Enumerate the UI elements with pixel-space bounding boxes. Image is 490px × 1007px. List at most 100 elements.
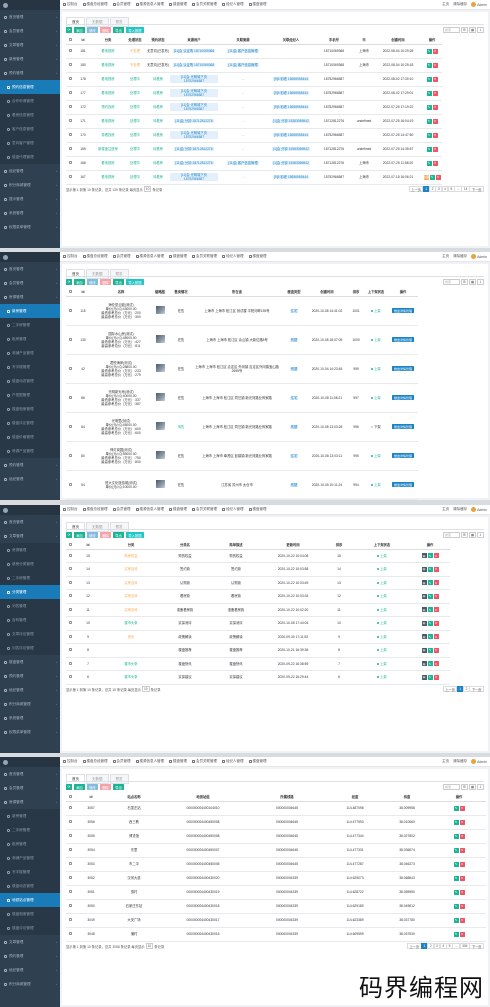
column-header[interactable]: 站点名称	[108, 793, 160, 802]
top-nav-item[interactable]: 控制台	[63, 2, 78, 7]
top-nav-item[interactable]: 楼盘管理	[169, 254, 187, 259]
sidebar-item[interactable]: 房源产品管理	[0, 444, 60, 458]
status-toggle[interactable]: 上架	[371, 396, 381, 400]
sidebar-item[interactable]: 文章评论管理	[0, 627, 60, 641]
select-all-checkbox[interactable]	[66, 288, 74, 297]
select-all-checkbox[interactable]	[66, 793, 74, 802]
column-header[interactable]: 操作	[422, 36, 442, 45]
sidebar-item[interactable]: 文章管理 ‹	[0, 935, 60, 949]
column-header[interactable]: 售卖情况	[170, 288, 192, 297]
sidebar-item[interactable]: 预约管理 ‹	[0, 949, 60, 963]
sidebar-item[interactable]: 经纪管理 ‹	[0, 164, 60, 178]
export-icon[interactable]: ⇩	[477, 784, 484, 790]
add-button[interactable]: 添加	[73, 532, 86, 538]
delete-button[interactable]: 删除	[99, 532, 112, 538]
edit-icon[interactable]: ✎	[453, 847, 459, 853]
thumbnail-image[interactable]	[155, 422, 165, 430]
sidebar-item[interactable]: 预约管理 ‹	[0, 66, 60, 80]
top-nav-item[interactable]: 楼源信息人管理	[135, 254, 164, 259]
sidebar-item[interactable]: 楼盘代理管理	[0, 150, 60, 164]
status-toggle[interactable]: 上架	[371, 454, 381, 458]
edit-icon[interactable]: ✎	[426, 132, 432, 138]
delete-icon[interactable]: ✕	[432, 48, 438, 54]
top-nav-item[interactable]: 楼盘总经管理	[82, 507, 108, 512]
preview-button[interactable]: 楼盘详情管理	[392, 482, 414, 487]
edit-button[interactable]: 修改	[86, 532, 99, 538]
edit-icon[interactable]: ✎	[453, 833, 459, 839]
user-menu[interactable]: Admin	[471, 507, 487, 512]
sidebar-item[interactable]: 楼盘管理 ‹	[0, 655, 60, 669]
page-button[interactable]: 上一页	[442, 686, 458, 692]
row-checkbox[interactable]	[66, 549, 74, 563]
row-checkbox[interactable]	[66, 58, 74, 73]
thumbnail-image[interactable]	[155, 393, 165, 401]
add-button[interactable]: 添加	[73, 784, 86, 790]
add-button[interactable]: 添加	[73, 279, 86, 285]
column-header[interactable]: 关联经纪人	[268, 36, 314, 45]
list-view-icon[interactable]: ☰	[461, 532, 468, 538]
row-checkbox[interactable]	[66, 44, 74, 59]
sidebar-item[interactable]: 地铁站点管理	[0, 893, 60, 907]
delete-icon[interactable]: ✕	[433, 607, 439, 613]
sidebar-item[interactable]: 新房管理	[0, 304, 60, 318]
sidebar-item[interactable]: 分类管理	[0, 585, 60, 599]
column-header[interactable]: 操作	[388, 288, 418, 297]
edit-icon[interactable]: ✎	[426, 90, 432, 96]
list-view-icon[interactable]: ☰	[461, 279, 468, 285]
column-header[interactable]: 市	[354, 36, 374, 45]
refresh-button[interactable]: ⟳	[66, 27, 72, 33]
status-toggle[interactable]: 上架	[377, 662, 387, 666]
top-nav-item[interactable]: 楼盘管理	[248, 2, 267, 7]
user-menu[interactable]: Admin	[471, 759, 487, 764]
home-link[interactable]: 主页	[442, 759, 450, 763]
cell-user[interactable]: [11]会 认证购 18710069368	[172, 49, 216, 53]
top-nav-item[interactable]: 楼源信息人管理	[135, 2, 164, 7]
cell-source[interactable]: [11]会 客户信息管理	[227, 161, 259, 165]
column-header[interactable]: 所在省	[192, 288, 282, 297]
row-checkbox[interactable]	[66, 470, 74, 500]
top-nav-item[interactable]: 控制台	[63, 507, 78, 512]
export-button[interactable]: 导出	[112, 532, 125, 538]
column-header[interactable]: 创建时间	[374, 36, 422, 45]
page-size-select[interactable]: 10	[143, 186, 152, 192]
delete-icon[interactable]: ✕	[433, 634, 439, 640]
view-icon[interactable]: ▤	[421, 553, 427, 559]
edit-icon[interactable]: ✎	[427, 566, 433, 572]
sidebar-item[interactable]: 文章管理 ‹	[0, 529, 60, 543]
edit-icon[interactable]: ✎	[453, 917, 459, 923]
page-size-select[interactable]: 10	[145, 943, 154, 949]
top-nav-item[interactable]: 楼盘管理	[169, 759, 187, 764]
thumbnail-image[interactable]	[155, 335, 165, 343]
cell-user[interactable]: [11]会 光明城下页 18752966587	[170, 75, 218, 83]
top-nav-item[interactable]: 会员管理	[112, 759, 131, 764]
list-view-icon[interactable]: ☰	[461, 784, 468, 790]
select-all-checkbox[interactable]	[66, 541, 74, 550]
delete-icon[interactable]: ✕	[432, 146, 438, 152]
sidebar-item[interactable]: 首页管理 ‹	[0, 767, 60, 781]
delete-icon[interactable]: ✕	[435, 174, 441, 180]
sidebar-item[interactable]: 问答评论管理	[0, 641, 60, 655]
column-header[interactable]: 名称	[92, 288, 150, 297]
row-checkbox[interactable]	[66, 325, 74, 355]
delete-icon[interactable]: ✕	[459, 917, 465, 923]
column-header[interactable]: 纬度	[382, 793, 432, 802]
sidebar-item[interactable]: 系统管理 ‹	[0, 206, 60, 220]
row-checkbox[interactable]	[66, 72, 74, 87]
top-nav-item[interactable]: 经纪人管理	[222, 507, 244, 512]
cell-agent[interactable]: [1]会 分钟 15383089842	[272, 119, 310, 123]
add-button[interactable]: 添加	[73, 27, 86, 33]
column-header[interactable]: 关联案源	[218, 36, 268, 45]
sidebar-item[interactable]: 会员管理 ‹	[0, 781, 60, 795]
column-header[interactable]: 来源用户	[170, 36, 218, 45]
preview-button[interactable]: 楼盘详情管理	[392, 453, 414, 458]
column-header[interactable]: 上下架状态	[364, 288, 388, 297]
refresh-button[interactable]: ⟳	[66, 279, 72, 285]
sidebar-item[interactable]: 意向客户管理	[0, 136, 60, 150]
status-toggle[interactable]: 上架	[377, 581, 387, 585]
select-all-checkbox[interactable]	[66, 36, 74, 45]
cell-agent[interactable]: [1]会 分钟 15383089842	[272, 147, 310, 151]
preview-button[interactable]: 楼盘详情管理	[392, 395, 414, 400]
cell-agent[interactable]: [9]5 彩峰 15656965444	[272, 77, 310, 81]
delete-icon[interactable]: ✕	[433, 593, 439, 599]
page-button[interactable]: 上一页	[408, 186, 424, 192]
